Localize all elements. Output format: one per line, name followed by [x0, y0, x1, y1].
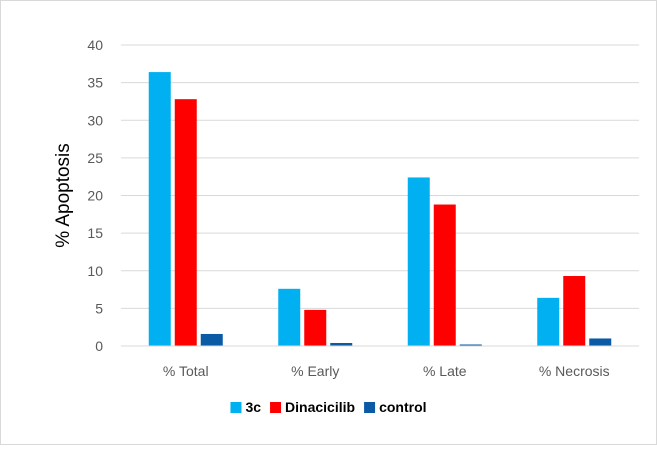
- bar-3c-3: [407, 177, 430, 346]
- legend-label: 3c: [245, 399, 261, 415]
- y-tick-label: 35: [87, 75, 103, 91]
- y-tick-label: 25: [87, 150, 103, 166]
- y-tick-label: 30: [87, 112, 103, 128]
- grid-layer: [121, 44, 639, 309]
- x-axis-ticks: % Total % Early % Late % Necrosis: [163, 363, 610, 379]
- bar-dinacicilib-4: [563, 276, 586, 346]
- legend-item: Dinacicilib: [270, 399, 355, 415]
- legend: 3c Dinacicilib control: [230, 399, 427, 415]
- legend-item: control: [364, 399, 427, 415]
- y-tick-label: 5: [95, 300, 103, 316]
- y-axis-label: % Apoptosis: [53, 143, 74, 248]
- y-tick-label: 15: [87, 225, 103, 241]
- bar-control-3: [459, 344, 482, 346]
- bar-3c-4: [537, 297, 560, 346]
- bar-layer: [148, 72, 612, 347]
- legend-swatch: [364, 402, 376, 413]
- bar-control-1: [200, 333, 223, 346]
- bar-3c-2: [278, 288, 301, 346]
- bar-dinacicilib-1: [174, 99, 197, 347]
- legend-label: control: [379, 399, 426, 415]
- y-axis-ticks: 0 5 10 15 20 25 30 35 40: [87, 37, 103, 354]
- legend-item: 3c: [230, 399, 261, 415]
- bar-dinacicilib-3: [433, 204, 456, 346]
- bar-dinacicilib-2: [304, 309, 327, 346]
- y-tick-label: 40: [87, 37, 103, 53]
- bar-3c-1: [148, 72, 171, 346]
- legend-label: Dinacicilib: [285, 399, 355, 415]
- y-tick-label: 20: [87, 188, 103, 204]
- x-tick-label: % Total: [163, 363, 209, 379]
- bar-control-4: [589, 338, 612, 346]
- x-tick-label: % Necrosis: [539, 363, 610, 379]
- y-tick-label: 10: [87, 263, 103, 279]
- y-tick-label: 0: [95, 338, 103, 354]
- legend-swatch: [270, 402, 282, 413]
- x-tick-label: % Early: [291, 363, 339, 379]
- bar-control-2: [330, 342, 353, 346]
- x-tick-label: % Late: [423, 363, 467, 379]
- legend-swatch: [230, 402, 242, 413]
